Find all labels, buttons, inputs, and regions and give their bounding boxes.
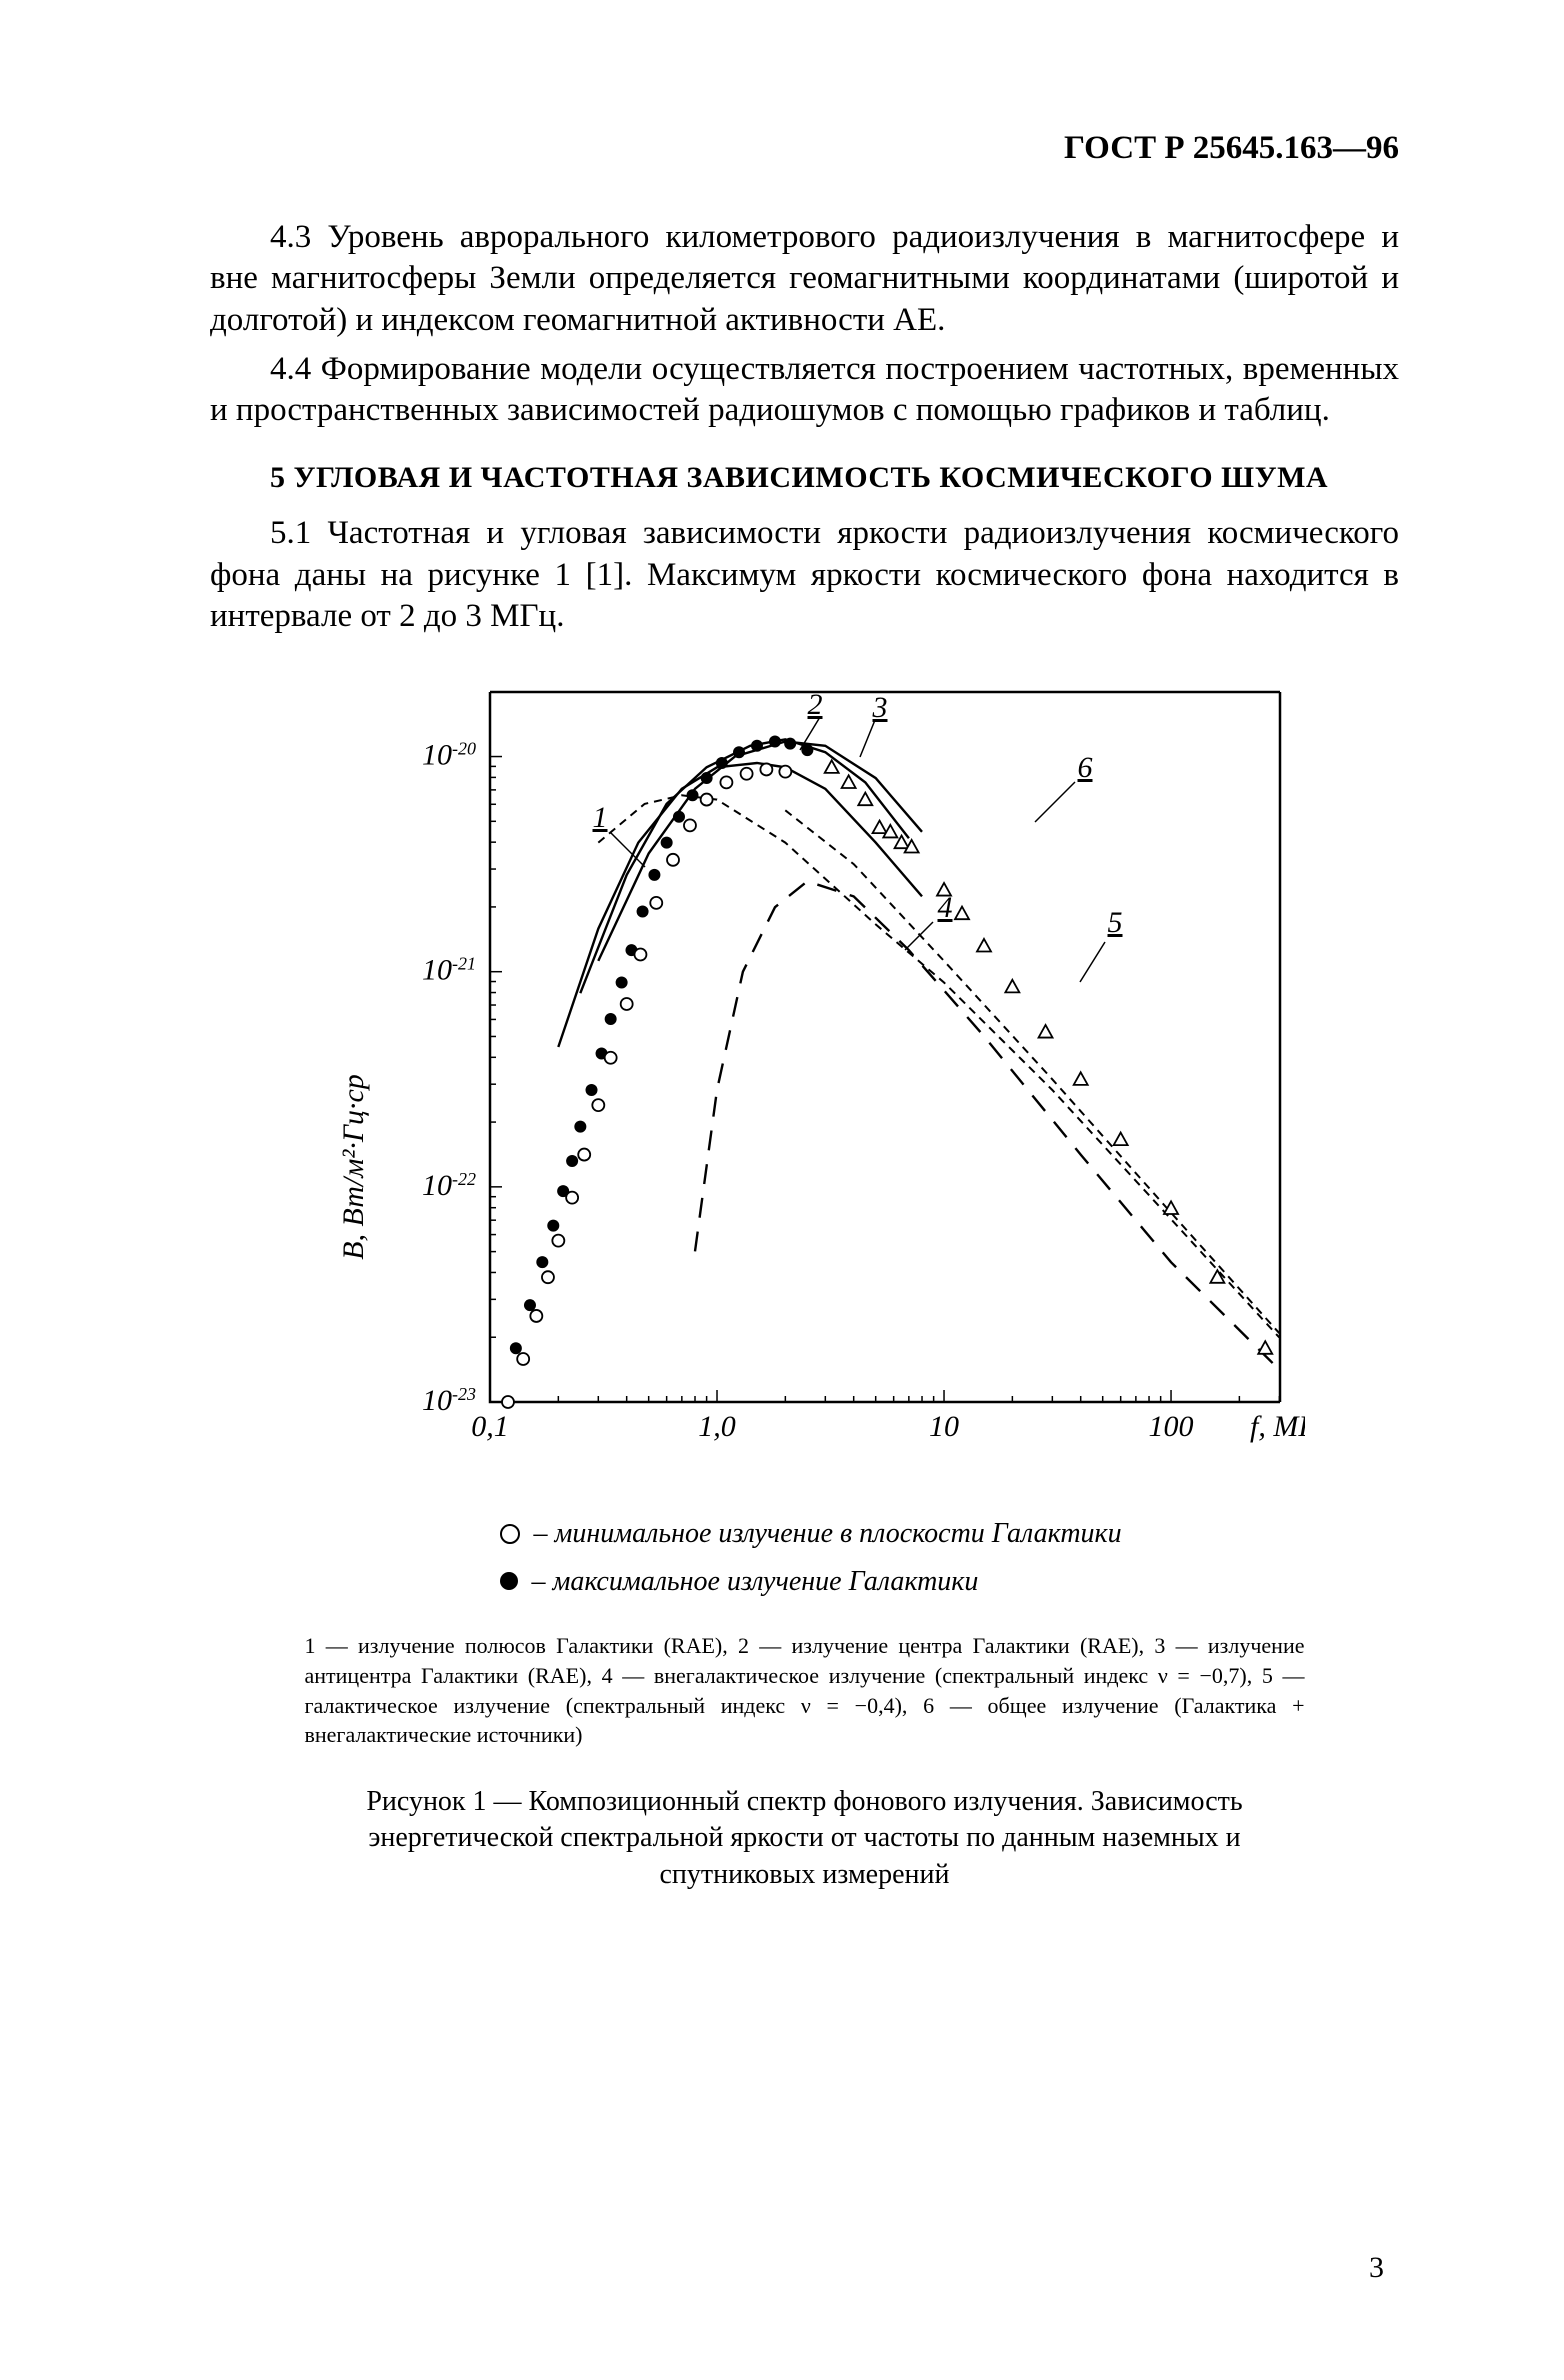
para-4-3: 4.3 Уровень аврорального километрового р… (210, 217, 1399, 341)
figure-1: 0,1 1,0 10 100 f, МГц 10-23 10-22 10-21 10-20 B, … (305, 662, 1305, 1893)
svg-text:0,1: 0,1 (471, 1410, 509, 1443)
svg-text:10-23: 10-23 (422, 1384, 476, 1417)
series-caption: 1 — излучение полюсов Галактики (RAE), 2… (305, 1631, 1305, 1750)
chart-legend: – минимальное излучение в плоскости Гала… (500, 1510, 1305, 1605)
svg-text:1,0: 1,0 (698, 1410, 736, 1443)
svg-text:f, МГц: f, МГц (1250, 1410, 1305, 1443)
para-5-1: 5.1 Частотная и угловая зависимости ярко… (210, 513, 1399, 637)
figure-caption: Рисунок 1 — Композиционный спектр фоново… (345, 1784, 1265, 1893)
svg-text:1: 1 (592, 801, 607, 834)
svg-text:4: 4 (937, 891, 952, 924)
svg-text:100: 100 (1148, 1410, 1193, 1443)
svg-text:10-21: 10-21 (422, 954, 476, 987)
svg-text:B, Вт/м²·Гц·ср: B, Вт/м²·Гц·ср (337, 1074, 370, 1260)
svg-text:10: 10 (929, 1410, 959, 1443)
svg-text:10-20: 10-20 (422, 739, 476, 772)
svg-text:6: 6 (1077, 751, 1092, 784)
svg-text:5: 5 (1107, 906, 1122, 939)
para-4-4: 4.4 Формирование модели осуществляется п… (210, 349, 1399, 432)
chart-svg: 0,1 1,0 10 100 f, МГц 10-23 10-22 10-21 10-20 B, … (305, 662, 1305, 1482)
section-5-title: 5 УГЛОВАЯ И ЧАСТОТНАЯ ЗАВИСИМОСТЬ КОСМИЧ… (270, 461, 1399, 495)
legend-marker-open (500, 1524, 520, 1544)
legend-marker-filled (500, 1572, 518, 1590)
page-number: 3 (1369, 2251, 1384, 2285)
svg-text:10-22: 10-22 (422, 1169, 476, 1202)
svg-text:2: 2 (807, 688, 822, 721)
doc-code: ГОСТ Р 25645.163—96 (210, 130, 1399, 167)
legend-filled-text: – максимальное излучение Галактики (532, 1558, 979, 1606)
svg-text:3: 3 (871, 691, 887, 724)
legend-open-text: – минимальное излучение в плоскости Гала… (534, 1510, 1122, 1558)
